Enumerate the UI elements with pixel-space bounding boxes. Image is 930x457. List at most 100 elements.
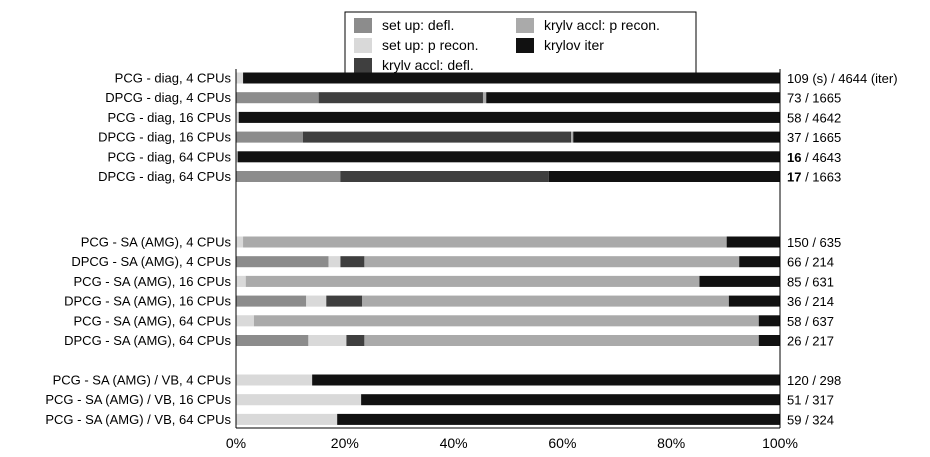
bar-segment xyxy=(238,111,781,123)
bar-segment xyxy=(236,413,338,425)
legend-swatch xyxy=(354,58,372,73)
time-value: 150 xyxy=(787,235,809,250)
iter-value: / 631 xyxy=(801,274,834,289)
iter-value: / 1665 xyxy=(801,91,841,106)
row-annotation: 66 / 214 xyxy=(787,255,834,270)
bar-segment xyxy=(337,413,780,425)
bar-row xyxy=(236,335,780,346)
bar-segment xyxy=(340,171,549,182)
iter-value: / 324 xyxy=(801,412,834,427)
bar-segment xyxy=(739,256,780,268)
row-label: DPCG - SA (AMG), 64 CPUs xyxy=(64,333,231,348)
row-annotation: 59 / 324 xyxy=(787,412,834,427)
legend-swatch xyxy=(354,38,372,53)
bar-row xyxy=(236,275,780,287)
bar-segment xyxy=(302,131,572,143)
row-label: PCG - SA (AMG) / VB, 16 CPUs xyxy=(45,392,231,407)
bar-segment xyxy=(236,315,254,327)
time-value: 16 xyxy=(787,150,801,165)
iter-value: / 217 xyxy=(801,334,834,349)
bar-segment xyxy=(243,236,727,248)
bar-segment xyxy=(236,151,238,163)
bar-segment xyxy=(237,151,780,163)
bar-segment xyxy=(236,256,329,268)
iter-value: (s) / 4644 (iter) xyxy=(809,71,898,86)
iter-value: / 1665 xyxy=(801,130,841,145)
x-tick-label: 60% xyxy=(548,435,576,451)
iter-value: / 4643 xyxy=(801,150,841,165)
row-label: PCG - SA (AMG), 4 CPUs xyxy=(81,235,232,250)
legend-label: set up: defl. xyxy=(382,17,454,33)
legend-swatch xyxy=(516,18,534,33)
plot-area xyxy=(236,72,781,425)
legend: set up: defl. set up: p recon. krylv accl:… xyxy=(344,11,697,78)
bar-segment xyxy=(758,335,780,346)
row-annotation: 150 / 635 xyxy=(787,235,841,250)
iter-value: / 298 xyxy=(809,373,842,388)
bar-segment xyxy=(361,394,780,406)
time-value: 59 xyxy=(787,412,801,427)
row-label: DPCG - SA (AMG), 4 CPUs xyxy=(71,254,231,269)
bar-row xyxy=(236,315,780,327)
row-label: DPCG - diag, 64 CPUs xyxy=(98,169,231,184)
bar-segment xyxy=(571,131,574,143)
bar-segment xyxy=(364,335,759,346)
time-value: 109 xyxy=(787,71,809,86)
bar-row xyxy=(236,295,780,307)
row-labels: PCG - diag, 4 CPUs DPCG - diag, 4 CPUs PCG… xyxy=(45,71,231,427)
legend-label: krylv accl: defl. xyxy=(382,57,474,73)
bar-segment xyxy=(728,295,780,307)
legend-item: krylv accl: p recon. xyxy=(516,17,660,33)
time-value: 37 xyxy=(787,130,801,145)
bar-row xyxy=(236,72,780,84)
iter-value: / 4642 xyxy=(801,110,841,125)
row-annotation: 16 / 4643 xyxy=(787,150,841,165)
row-annotation: 51 / 317 xyxy=(787,393,834,408)
bar-segment xyxy=(318,92,483,104)
row-annotation: 17 / 1663 xyxy=(787,170,841,185)
row-label: PCG - diag, 16 CPUs xyxy=(107,110,231,125)
bar-row xyxy=(236,374,780,386)
iter-value: / 635 xyxy=(809,235,842,250)
legend-label: krylov iter xyxy=(544,37,604,53)
legend-label: krylv accl: p recon. xyxy=(544,17,660,33)
iter-value: / 214 xyxy=(801,294,834,309)
bar-segment xyxy=(236,92,319,104)
bar-segment xyxy=(236,171,341,182)
row-label: PCG - SA (AMG), 16 CPUs xyxy=(74,274,232,289)
bar-segment xyxy=(236,394,362,406)
bar-segment xyxy=(482,92,487,104)
row-annotation: 109 (s) / 4644 (iter) xyxy=(787,71,898,86)
bar-row xyxy=(236,236,780,248)
bar-segment xyxy=(346,335,365,346)
x-tick-label: 20% xyxy=(331,435,359,451)
legend-item: set up: defl. xyxy=(354,17,454,33)
row-label: PCG - SA (AMG), 64 CPUs xyxy=(74,313,232,328)
bar-segment xyxy=(573,131,780,143)
time-value: 120 xyxy=(787,373,809,388)
x-tick-label: 80% xyxy=(657,435,685,451)
x-tick-label: 0% xyxy=(226,435,246,451)
time-value: 51 xyxy=(787,393,801,408)
bar-row xyxy=(236,256,780,268)
row-label: DPCG - diag, 16 CPUs xyxy=(98,130,231,145)
x-tick-label: 100% xyxy=(762,435,798,451)
row-label: PCG - SA (AMG) / VB, 4 CPUs xyxy=(53,373,232,388)
time-value: 17 xyxy=(787,170,801,185)
row-annotation: 120 / 298 xyxy=(787,373,841,388)
bar-segment xyxy=(253,315,759,327)
time-value: 85 xyxy=(787,274,801,289)
bar-segment xyxy=(236,111,239,123)
time-value: 66 xyxy=(787,255,801,270)
bar-row xyxy=(236,394,780,406)
row-label: DPCG - diag, 4 CPUs xyxy=(105,90,231,105)
iter-value: / 637 xyxy=(801,314,834,329)
bar-segment xyxy=(362,295,729,307)
bar-segment xyxy=(236,72,244,84)
bar-segment xyxy=(306,295,327,307)
time-value: 73 xyxy=(787,91,801,106)
bar-row xyxy=(236,413,780,425)
legend-item: krylv accl: defl. xyxy=(354,57,474,73)
